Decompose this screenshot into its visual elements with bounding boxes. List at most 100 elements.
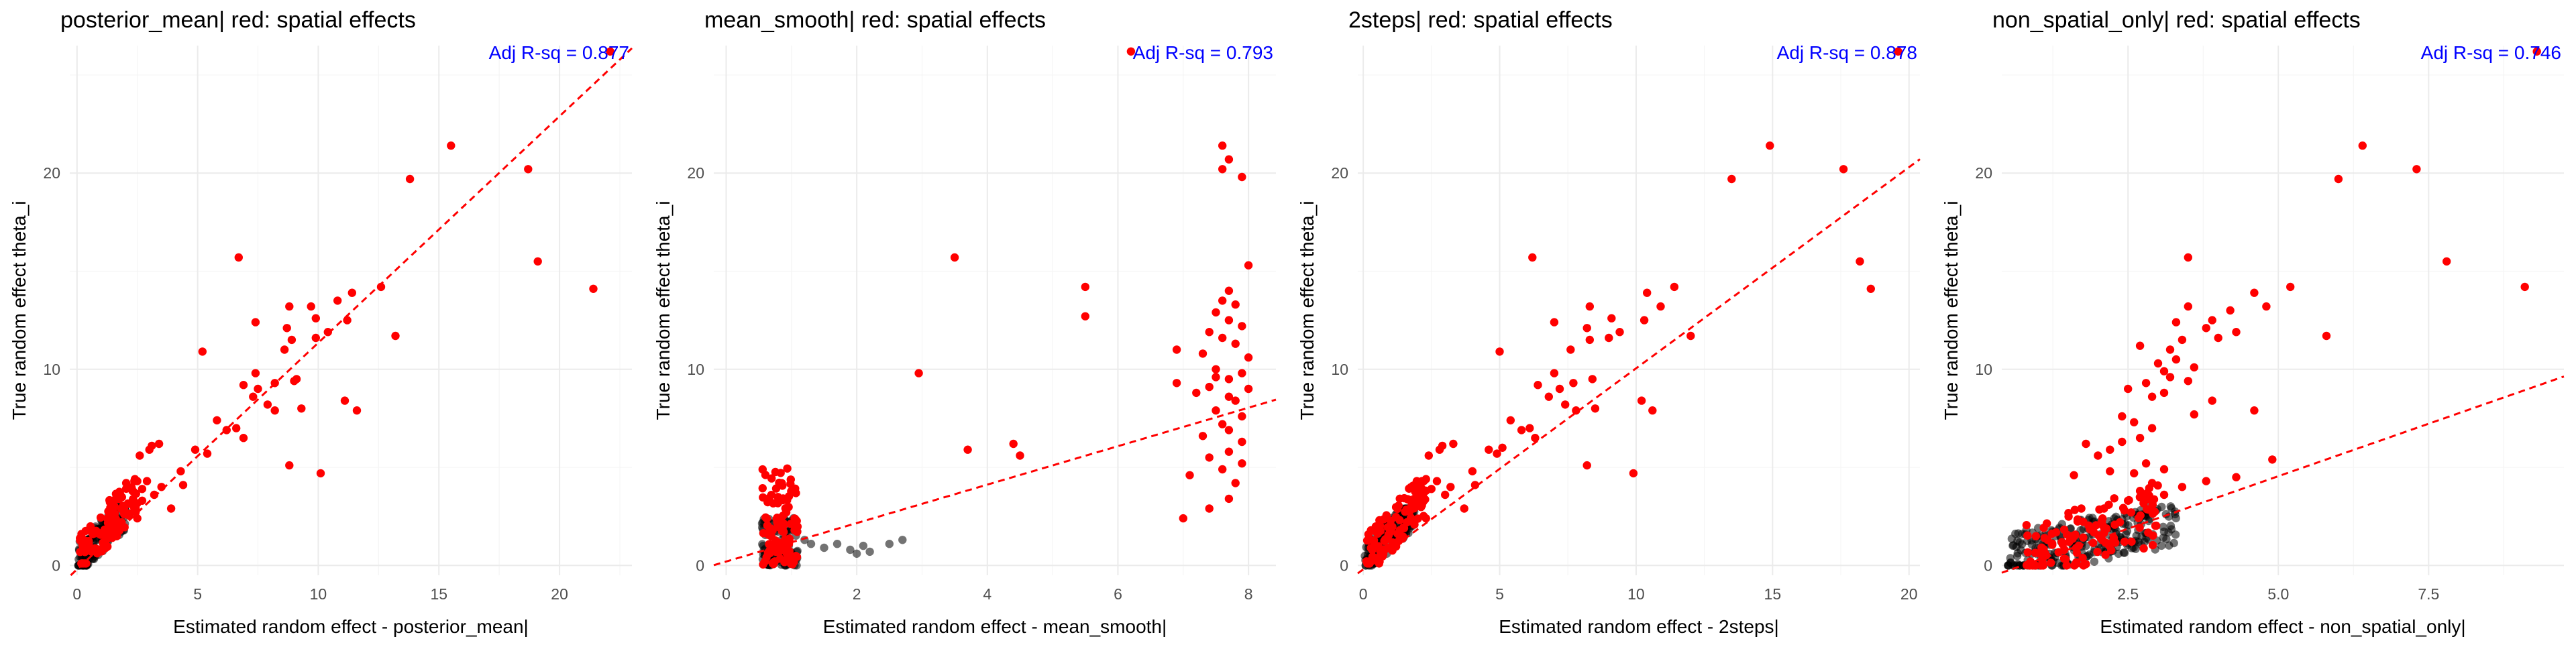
data-point (2140, 538, 2149, 546)
data-point (119, 502, 127, 510)
data-point (2162, 534, 2171, 544)
data-point (779, 511, 788, 520)
data-point (1403, 518, 1411, 527)
y-tick-label: 10 (1331, 361, 1348, 378)
data-point (1081, 312, 1090, 320)
data-point (347, 288, 356, 297)
data-point (1591, 404, 1600, 413)
data-point (1582, 324, 1591, 333)
x-axis-label: Estimated random effect - mean_smooth| (823, 616, 1167, 637)
data-point (775, 547, 784, 556)
data-point (1402, 505, 1411, 514)
data-point (154, 439, 164, 449)
data-point (1727, 174, 1736, 184)
data-point (285, 461, 294, 470)
data-point (2082, 542, 2090, 550)
data-point (1388, 546, 1397, 555)
data-point (1582, 461, 1591, 470)
data-point (2130, 469, 2139, 478)
data-point (963, 445, 972, 454)
data-point (2144, 528, 2153, 537)
data-point (127, 484, 136, 493)
data-point (2147, 424, 2157, 432)
data-point (2532, 47, 2541, 56)
data-point (2014, 529, 2023, 538)
data-point (771, 484, 781, 493)
data-point (1894, 47, 1902, 56)
data-point (2066, 524, 2075, 533)
data-point (2232, 328, 2241, 337)
data-point (1192, 388, 1201, 398)
panel-3: 0 5 10 15 20 0 10 20 Estimated random effect - 2… (1297, 7, 1921, 637)
data-point (1544, 392, 1553, 401)
data-point (1395, 494, 1404, 503)
data-point (1212, 406, 1220, 415)
data-point (1238, 437, 1246, 447)
data-point (2169, 538, 2178, 548)
data-point (1615, 328, 1624, 337)
data-point (138, 485, 147, 493)
data-point (1410, 520, 1419, 529)
data-point (1607, 314, 1616, 322)
data-point (1185, 471, 1194, 479)
data-point (1172, 345, 1181, 354)
data-point (1550, 318, 1559, 327)
data-point (2135, 487, 2145, 495)
data-point (121, 510, 130, 519)
data-point (1393, 504, 1402, 514)
x-tick-label: 4 (983, 585, 991, 603)
data-point (130, 475, 140, 483)
data-point (2047, 539, 2057, 548)
data-point (2078, 553, 2087, 563)
data-point (2004, 561, 2012, 570)
data-point (287, 335, 297, 345)
data-point (2135, 341, 2145, 350)
data-point (1205, 328, 1214, 337)
data-point (2139, 499, 2148, 508)
data-point (1588, 375, 1597, 384)
data-point (96, 513, 105, 522)
adj-r-sq-annotation: Adj R-sq = 0.746 (2421, 42, 2561, 63)
data-point (1441, 490, 1450, 499)
data-point (859, 541, 868, 550)
data-point (2127, 537, 2136, 546)
data-point (1379, 545, 1387, 554)
data-point (1432, 477, 1442, 485)
data-point (76, 548, 85, 556)
data-point (2110, 494, 2118, 503)
fit-line (1357, 158, 1921, 575)
data-point (232, 424, 241, 432)
data-point (1244, 261, 1253, 270)
data-point (2127, 508, 2136, 517)
data-point (2124, 496, 2133, 505)
x-tick-label: 5 (1495, 585, 1504, 603)
data-point (447, 141, 455, 150)
x-tick-label: 7.5 (2418, 585, 2439, 603)
data-point (1205, 504, 1214, 513)
x-tick-label: 0 (722, 585, 731, 603)
data-point (1866, 284, 1875, 293)
data-point (191, 445, 200, 454)
data-point (1460, 504, 1468, 513)
data-point (1391, 512, 1401, 522)
data-point (1224, 375, 1234, 384)
y-tick-label: 0 (1340, 556, 1348, 574)
data-point (1218, 333, 1227, 343)
data-point (2520, 282, 2529, 292)
data-point (138, 496, 147, 505)
data-point (111, 514, 120, 523)
data-point (323, 328, 332, 337)
data-point (340, 396, 350, 405)
data-point (2190, 363, 2198, 372)
data-point (213, 416, 221, 425)
data-point (2268, 455, 2277, 464)
data-point (2159, 522, 2167, 531)
data-point (1485, 445, 1493, 454)
data-point (1449, 439, 1458, 449)
data-point (759, 560, 767, 569)
data-point (852, 549, 861, 558)
data-point (282, 324, 291, 333)
data-point (2124, 384, 2133, 394)
data-point (1244, 353, 1253, 362)
